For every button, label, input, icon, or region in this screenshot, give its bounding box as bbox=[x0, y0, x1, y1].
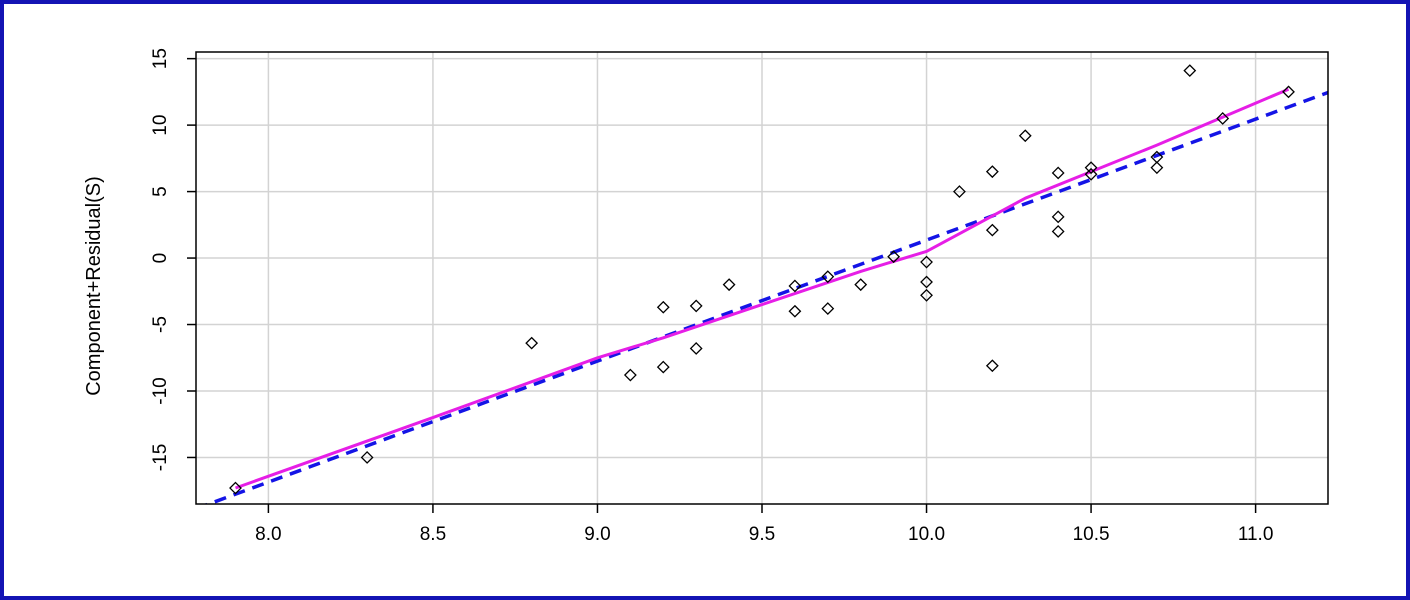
data-point bbox=[689, 299, 703, 313]
y-tick-label: -10 bbox=[150, 377, 171, 404]
data-point bbox=[821, 302, 835, 315]
data-point bbox=[360, 451, 374, 464]
data-point bbox=[920, 275, 933, 289]
x-tick-label: 8.5 bbox=[420, 524, 446, 545]
y-axis: -15 -10 -5 0 5 10 15 bbox=[150, 48, 196, 471]
y-tick-label: 0 bbox=[150, 253, 171, 264]
data-point bbox=[985, 359, 999, 373]
data-point bbox=[920, 288, 933, 302]
data-point bbox=[689, 342, 703, 355]
data-point bbox=[1282, 85, 1295, 99]
data-point bbox=[985, 165, 999, 179]
data-point bbox=[525, 336, 539, 350]
data-point bbox=[1084, 161, 1098, 175]
fit-lines bbox=[203, 87, 1328, 504]
data-point bbox=[229, 481, 242, 495]
x-tick-label: 9.5 bbox=[749, 524, 775, 545]
data-point bbox=[985, 223, 999, 237]
data-point bbox=[953, 185, 966, 199]
data-point bbox=[1051, 210, 1065, 224]
y-tick-label: -5 bbox=[150, 316, 171, 333]
data-point bbox=[854, 278, 868, 292]
data-point bbox=[788, 304, 802, 318]
data-point bbox=[920, 255, 933, 269]
data-point bbox=[1018, 129, 1032, 143]
data-point bbox=[656, 360, 670, 374]
y-tick-label: -15 bbox=[150, 444, 171, 471]
data-point bbox=[1084, 167, 1098, 181]
x-tick-label: 9.0 bbox=[584, 524, 610, 545]
data-point bbox=[656, 300, 670, 314]
data-points bbox=[229, 64, 1295, 495]
x-tick-label: 11.0 bbox=[1238, 524, 1274, 545]
y-tick-label: 10 bbox=[150, 115, 171, 136]
data-point bbox=[1183, 64, 1197, 78]
x-tick-label: 10.5 bbox=[1073, 524, 1110, 545]
x-tick-label: 10.0 bbox=[908, 524, 945, 545]
y-tick-label: 15 bbox=[150, 48, 171, 69]
data-point bbox=[821, 270, 835, 284]
x-tick-label: 8.0 bbox=[255, 524, 281, 545]
data-point bbox=[1051, 166, 1065, 180]
data-point bbox=[623, 368, 637, 382]
y-axis-label: Component+Residual(S) bbox=[83, 176, 105, 396]
data-point bbox=[887, 250, 901, 264]
linear-fit-line bbox=[203, 90, 1328, 504]
data-point bbox=[788, 279, 802, 293]
residual-plot: 8.0 8.5 9.0 9.5 10.0 10.5 11.0 -15-10-5051015 … bbox=[83, 48, 1329, 545]
grid-lines bbox=[196, 52, 1328, 504]
smooth-line bbox=[234, 87, 1290, 490]
data-point bbox=[722, 278, 736, 292]
data-point bbox=[1051, 225, 1065, 238]
x-axis: 8.0 8.5 9.0 9.5 10.0 10.5 11.0 bbox=[255, 504, 1273, 545]
y-tick-label: 5 bbox=[150, 186, 171, 197]
data-point bbox=[1216, 112, 1230, 125]
data-point bbox=[1150, 161, 1164, 175]
